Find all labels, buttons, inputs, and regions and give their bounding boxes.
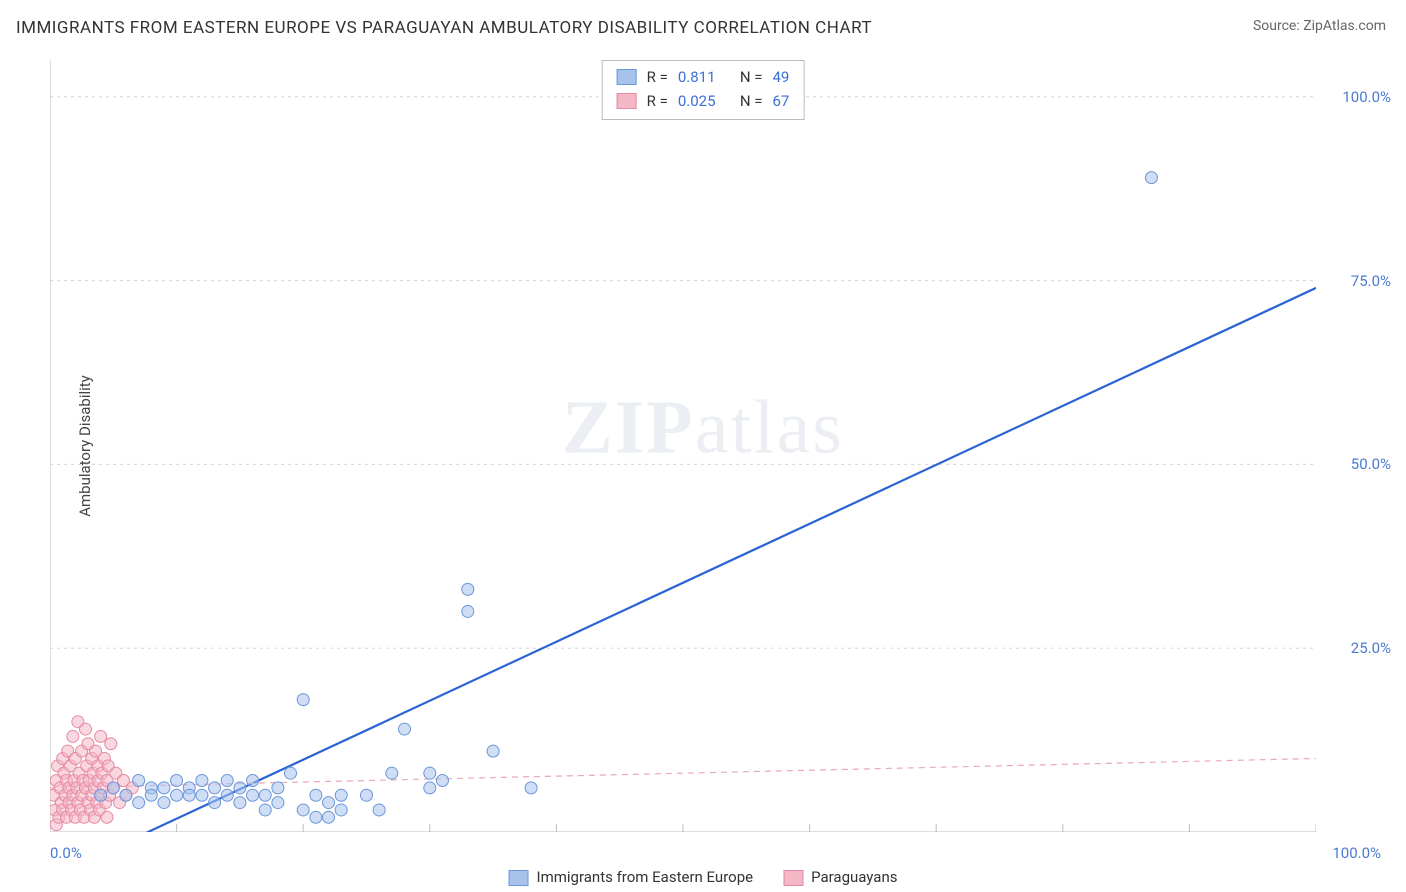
y-tick-label: 50.0% [1351, 455, 1391, 473]
chart-svg [50, 60, 1316, 832]
plot-area [50, 60, 1316, 832]
legend-item: Immigrants from Eastern Europe [509, 868, 754, 886]
source-label: Source: [1253, 18, 1303, 34]
chart-title: IMMIGRANTS FROM EASTERN EUROPE VS PARAGU… [16, 18, 872, 38]
legend-swatch [509, 870, 529, 886]
r-label: R = [647, 89, 668, 113]
y-tick-label: 75.0% [1351, 272, 1391, 290]
x-tick-max: 100.0% [1332, 844, 1381, 862]
n-value: 49 [772, 65, 789, 89]
legend-swatch [783, 870, 803, 886]
n-label: N = [740, 65, 763, 89]
legend-item: Paraguayans [783, 868, 897, 886]
stats-row: R = 0.811 N = 49 [617, 65, 790, 89]
n-label: N = [740, 89, 763, 113]
n-value: 67 [772, 89, 789, 113]
source-name: ZipAtlas.com [1303, 18, 1386, 34]
legend-label: Immigrants from Eastern Europe [537, 868, 754, 886]
stats-swatch [617, 93, 637, 109]
stats-swatch [617, 69, 637, 85]
source-attribution: Source: ZipAtlas.com [1253, 18, 1386, 34]
r-label: R = [647, 65, 668, 89]
legend: Immigrants from Eastern Europe Paraguayan… [509, 868, 898, 886]
x-tick-min: 0.0% [50, 844, 82, 862]
y-tick-label: 25.0% [1351, 639, 1391, 657]
legend-label: Paraguayans [811, 868, 897, 886]
y-tick-label: 100.0% [1342, 88, 1391, 106]
stats-row: R = 0.025 N = 67 [617, 89, 790, 113]
correlation-stats-box: R = 0.811 N = 49 R = 0.025 N = 67 [602, 60, 805, 120]
r-value: 0.811 [678, 65, 730, 89]
r-value: 0.025 [678, 89, 730, 113]
